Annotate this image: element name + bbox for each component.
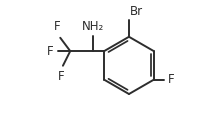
Text: NH₂: NH₂ [82,20,104,33]
Text: Br: Br [130,5,143,18]
Text: F: F [167,73,174,86]
Text: F: F [54,20,60,33]
Text: F: F [47,45,54,58]
Text: F: F [58,70,64,83]
